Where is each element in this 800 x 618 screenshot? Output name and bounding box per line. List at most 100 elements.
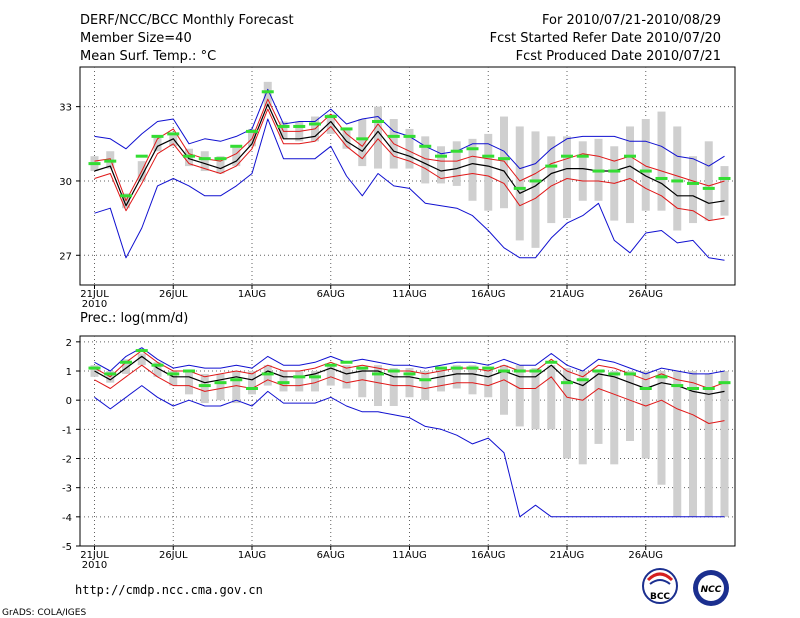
spread-box bbox=[515, 365, 524, 427]
y-tick-label: 1 bbox=[66, 367, 72, 378]
x-tick-label: 26AUG bbox=[628, 289, 663, 300]
forecast-marker bbox=[529, 369, 542, 373]
x-tick-label: 6AUG bbox=[317, 550, 345, 561]
forecast-marker bbox=[104, 159, 117, 163]
forecast-marker bbox=[435, 154, 447, 158]
spread-box bbox=[374, 365, 382, 406]
forecast-marker bbox=[718, 381, 731, 385]
forecast-marker bbox=[702, 186, 715, 190]
spread-box bbox=[626, 371, 634, 441]
forecast-marker bbox=[167, 132, 180, 136]
forecast-marker bbox=[277, 124, 290, 128]
spread-box bbox=[374, 106, 382, 169]
spread-box bbox=[563, 136, 571, 219]
spread-box bbox=[153, 362, 162, 377]
spread-box bbox=[263, 81, 272, 107]
forecast-marker bbox=[135, 154, 148, 158]
spread-box bbox=[720, 371, 729, 517]
spread-box bbox=[405, 128, 414, 169]
forecast-marker bbox=[214, 157, 227, 161]
forecast-marker bbox=[372, 372, 384, 376]
x-tick-label: 11AUG bbox=[392, 289, 427, 300]
forecast-marker bbox=[419, 378, 432, 382]
spread-box bbox=[626, 126, 634, 224]
spread-box bbox=[500, 365, 508, 415]
spread-box bbox=[342, 128, 351, 149]
spread-box bbox=[673, 126, 682, 231]
forecast-marker bbox=[608, 372, 621, 376]
forecast-period: For 2010/07/21-2010/08/29 bbox=[542, 13, 721, 28]
spread-box bbox=[421, 371, 430, 401]
y-tick-label: -1 bbox=[62, 425, 72, 436]
forecast-marker bbox=[230, 144, 243, 148]
spread-box bbox=[295, 371, 304, 392]
forecast-marker bbox=[624, 372, 636, 376]
forecast-marker bbox=[513, 186, 526, 190]
forecast-marker bbox=[372, 120, 384, 123]
spread-box bbox=[326, 114, 335, 134]
x-tick-label: 21AUG bbox=[550, 289, 585, 300]
forecast-marker bbox=[135, 349, 148, 353]
spread-box bbox=[657, 371, 666, 485]
spread-box bbox=[153, 136, 162, 152]
prec-panel-title: Prec.: log(mm/d) bbox=[80, 311, 188, 326]
spread-box bbox=[531, 368, 540, 430]
ensemble-mean-line bbox=[94, 103, 725, 207]
forecast-marker bbox=[498, 369, 510, 373]
forecast-marker bbox=[151, 134, 164, 138]
forecast-marker bbox=[120, 360, 132, 364]
forecast-marker bbox=[419, 144, 432, 148]
forecast-marker bbox=[639, 169, 652, 173]
spread-box bbox=[405, 368, 414, 398]
spread-box bbox=[484, 133, 493, 211]
forecast-marker bbox=[309, 375, 321, 379]
bcc-logo: BCC bbox=[642, 568, 678, 604]
x-tick-label: 1AUG bbox=[238, 289, 266, 300]
spread-box bbox=[389, 368, 398, 406]
forecast-marker bbox=[482, 154, 495, 158]
ncc-logo: NCC bbox=[693, 570, 729, 606]
ncc-logo-text: NCC bbox=[701, 585, 722, 595]
forecast-marker bbox=[450, 149, 463, 153]
spread-box bbox=[547, 136, 556, 224]
x-tick-label: 26JUL bbox=[159, 289, 188, 300]
forecast-marker bbox=[261, 90, 274, 94]
forecast-marker bbox=[120, 194, 132, 198]
forecast-marker bbox=[340, 127, 353, 131]
forecast-marker bbox=[561, 381, 573, 385]
spread-box bbox=[563, 368, 571, 459]
y-tick-label: 27 bbox=[59, 251, 72, 262]
forecast-marker bbox=[214, 381, 227, 385]
y-tick-label: -4 bbox=[62, 513, 72, 524]
forecast-marker bbox=[104, 372, 117, 376]
forecast-marker bbox=[608, 169, 621, 173]
y-tick-label: 2 bbox=[66, 338, 72, 349]
spread-box bbox=[216, 156, 225, 174]
forecast-marker bbox=[324, 115, 337, 119]
upper-line bbox=[94, 350, 725, 389]
min-line bbox=[94, 118, 725, 261]
spread-box bbox=[484, 368, 493, 398]
forecast-marker bbox=[639, 387, 652, 390]
forecast-marker bbox=[466, 366, 479, 370]
x-year-label: 2010 bbox=[82, 299, 107, 310]
forecast-marker bbox=[387, 134, 400, 138]
spread-box bbox=[216, 373, 225, 401]
spread-box bbox=[358, 368, 367, 398]
spread-box bbox=[311, 371, 319, 392]
forecast-marker bbox=[261, 372, 274, 376]
spread-box bbox=[673, 371, 682, 517]
x-tick-label: 21JUL bbox=[80, 289, 109, 300]
forecast-marker bbox=[671, 179, 684, 183]
spread-box bbox=[437, 368, 445, 392]
forecast-marker bbox=[151, 363, 164, 367]
plot-frame bbox=[79, 66, 736, 286]
forecast-marker bbox=[198, 157, 211, 161]
spread-box bbox=[279, 121, 288, 139]
max-line bbox=[94, 347, 725, 375]
forecast-marker bbox=[545, 164, 558, 168]
spread-box bbox=[421, 136, 430, 184]
produced-date: Fcst Produced Date 2010/07/21 bbox=[516, 49, 721, 64]
forecast-marker bbox=[687, 181, 699, 185]
spread-box bbox=[515, 126, 524, 241]
